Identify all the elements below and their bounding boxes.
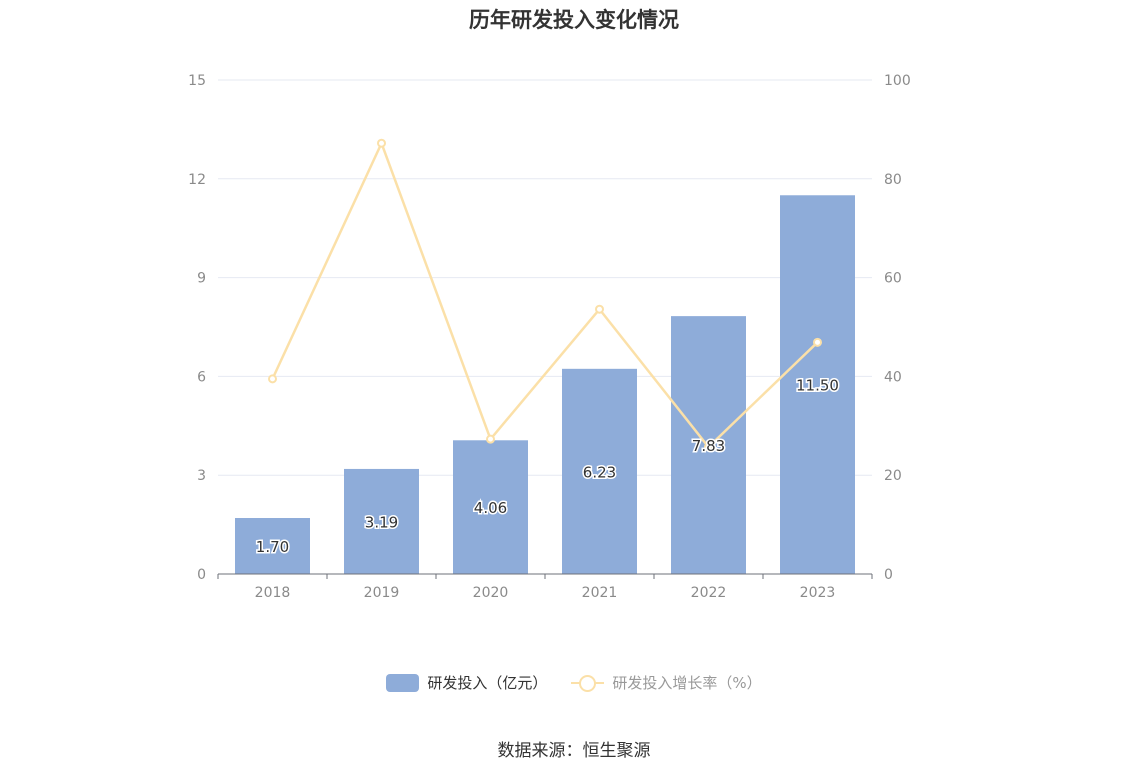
y-left-tick-label: 12 — [188, 172, 206, 188]
line-series — [268, 138, 822, 452]
data-labels: 1.70 3.19 4.06 6.23 7.83 11.50 — [254, 375, 840, 557]
growth-rate-point-2019 — [377, 138, 386, 148]
x-tick-label-2018: 2018 — [255, 585, 291, 601]
source-note: 数据来源：恒生聚源 — [497, 741, 651, 761]
legend-label-rd-investment: 研发投入（亿元） — [427, 674, 548, 692]
y-right-tick-label: 100 — [884, 73, 911, 89]
x-tick-label-2019: 2019 — [364, 585, 400, 601]
legend-label-growth-rate: 研发投入增长率（%） — [612, 674, 762, 692]
y-right-tick-label: 60 — [884, 271, 902, 287]
x-tick-label-2021: 2021 — [582, 585, 618, 601]
growth-rate-point-2020 — [486, 434, 495, 444]
y-right-tick-label: 80 — [884, 172, 902, 188]
bar-2021 — [562, 368, 637, 574]
legend-line-swatch — [571, 674, 605, 692]
chart-title: 历年研发投入变化情况 — [469, 8, 679, 32]
growth-rate-line — [271, 141, 819, 449]
bar-2019 — [344, 468, 419, 574]
y-left-tick-label: 6 — [197, 369, 206, 385]
growth-rate-point-2023 — [813, 337, 822, 347]
y-right-tick-label: 0 — [884, 567, 893, 583]
bar-2023 — [780, 195, 855, 574]
y-right-tick-label: 20 — [884, 468, 902, 484]
legend-item-rd-investment[interactable]: 研发投入（亿元） — [386, 672, 547, 693]
bar-value-label-2021: 6.23 — [583, 463, 616, 481]
bar-series — [235, 195, 855, 574]
bar-2018 — [235, 518, 310, 574]
x-tick-label-2023: 2023 — [800, 585, 836, 601]
growth-rate-point-2021 — [595, 304, 604, 314]
bar-value-label-2018: 1.70 — [256, 538, 289, 556]
bar-value-label-2023: 11.50 — [796, 377, 839, 395]
x-tick-label-2022: 2022 — [691, 585, 727, 601]
y-right-tick-label: 40 — [884, 369, 902, 385]
bar-value-label-2019: 3.19 — [365, 513, 398, 531]
legend-bar-swatch — [386, 673, 420, 692]
bar-value-label-2022: 7.83 — [692, 437, 725, 455]
legend: 研发投入（亿元） 研发投入增长率（%） — [0, 672, 1148, 693]
growth-rate-point-2018 — [268, 374, 277, 384]
grid-lines — [218, 79, 872, 476]
y-left-tick-label: 3 — [197, 468, 206, 484]
legend-item-growth-rate[interactable]: 研发投入增长率（%） — [571, 672, 762, 693]
y-left-tick-label: 9 — [197, 271, 206, 287]
bar-value-label-2020: 4.06 — [474, 499, 507, 517]
y-left-tick-label: 15 — [188, 73, 206, 89]
x-tick-label-2020: 2020 — [473, 585, 509, 601]
growth-rate-point-2022 — [704, 442, 713, 452]
axes: 0 3 6 9 12 15 0 20 40 60 80 100 2018 2019 2020 2021 2022… — [188, 73, 911, 601]
bar-2020 — [453, 440, 528, 574]
y-left-tick-label: 0 — [197, 567, 206, 583]
